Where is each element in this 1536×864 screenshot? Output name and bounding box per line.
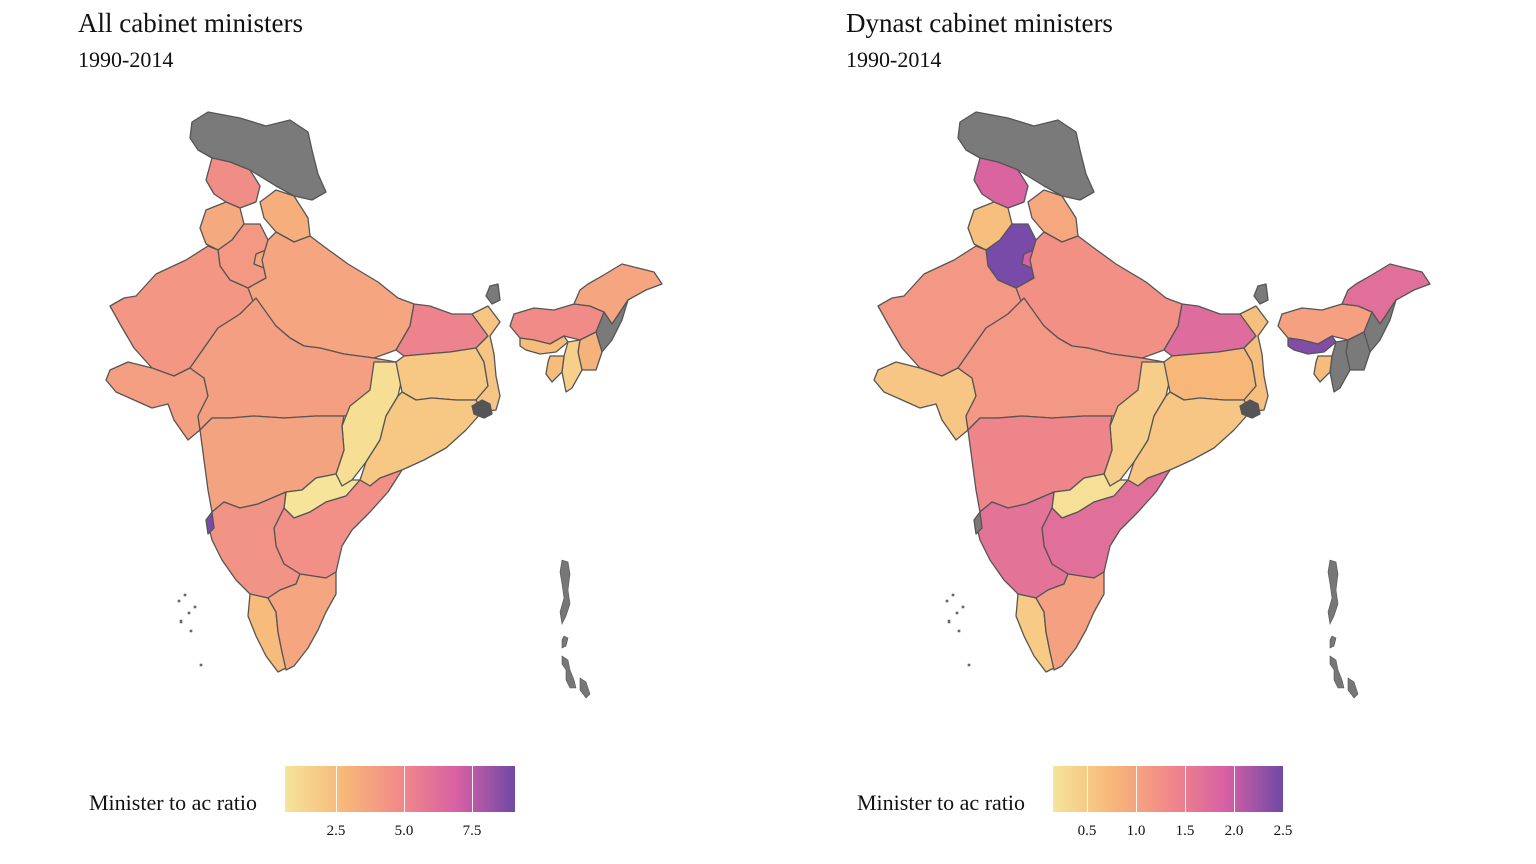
island-1 — [1329, 635, 1337, 649]
legend-tick-label: 1.0 — [1126, 823, 1146, 839]
island-2 — [561, 655, 577, 689]
island-7 — [179, 619, 183, 624]
legend-tick — [1087, 766, 1088, 812]
map-subtitle: 1990-2014 — [846, 47, 942, 72]
island-5 — [177, 599, 181, 603]
region-gj — [105, 361, 209, 441]
region-sund — [1239, 399, 1261, 419]
island-6 — [955, 611, 959, 615]
legend-tick-label: 0.5 — [1077, 823, 1097, 839]
map-title: Dynast cabinet ministers — [846, 8, 1113, 38]
region-goa — [973, 511, 983, 535]
region-jk — [957, 111, 1095, 201]
island-10 — [967, 663, 971, 667]
map-title: All cabinet ministers — [78, 8, 303, 38]
island-10 — [199, 663, 203, 667]
legend-title: Minister to ac ratio — [857, 790, 1026, 815]
island-9 — [957, 629, 961, 633]
island-5 — [945, 599, 949, 603]
legend-tick — [404, 766, 405, 812]
india-choropleth-map — [848, 100, 1468, 720]
region-gj — [873, 361, 977, 441]
region-ka — [207, 491, 301, 599]
region-ml — [1287, 335, 1337, 355]
legend-colorbar — [285, 766, 515, 812]
island-0 — [1327, 559, 1339, 625]
legend-tick — [1234, 766, 1235, 812]
island-3 — [1347, 677, 1359, 699]
legend-tick — [1185, 766, 1186, 812]
panel-all-ministers: All cabinet ministers 1990-2014 Minister… — [78, 8, 700, 839]
legend-tick-label: 1.5 — [1175, 823, 1195, 839]
legend-tick-label: 2.5 — [326, 823, 346, 839]
region-wb — [471, 305, 501, 413]
region-jh — [1163, 347, 1257, 401]
legend-tick-label: 5.0 — [394, 823, 414, 839]
region-jk — [189, 111, 327, 201]
region-tn — [267, 571, 337, 671]
legend-tick — [1136, 766, 1137, 812]
region-mz — [1329, 339, 1351, 393]
island-9 — [189, 629, 193, 633]
region-goa — [205, 511, 215, 535]
region-ka — [975, 491, 1069, 599]
island-4 — [183, 593, 187, 597]
island-7 — [947, 619, 951, 624]
region-hp — [205, 157, 261, 209]
region-jh — [395, 347, 489, 401]
map-subtitle: 1990-2014 — [78, 47, 174, 72]
region-mz — [561, 339, 583, 393]
region-tr — [545, 355, 565, 383]
legend-tick — [472, 766, 473, 812]
india-choropleth-map — [80, 100, 700, 720]
map-svg — [873, 111, 1431, 699]
island-6 — [187, 611, 191, 615]
region-hp — [973, 157, 1029, 209]
island-2 — [1329, 655, 1345, 689]
region-tr — [1313, 355, 1333, 383]
legend-tick-label: 2.0 — [1224, 823, 1244, 839]
island-8 — [193, 605, 197, 609]
legend-tick-label: 2.5 — [1273, 823, 1293, 839]
island-4 — [951, 593, 955, 597]
island-8 — [961, 605, 965, 609]
legend-tick — [336, 766, 337, 812]
map-svg — [105, 111, 663, 699]
panel-dynast-ministers: Dynast cabinet ministers 1990-2014 Minis… — [768, 0, 1536, 864]
legend-title: Minister to ac ratio — [89, 790, 258, 815]
region-tn — [1035, 571, 1105, 671]
island-1 — [561, 635, 569, 649]
region-ml — [519, 335, 569, 355]
region-sk — [1253, 283, 1269, 305]
legend-colorbar — [1053, 766, 1283, 812]
region-sund — [471, 399, 493, 419]
region-wb — [1239, 305, 1269, 413]
legend-gradient — [285, 766, 515, 812]
island-3 — [579, 677, 591, 699]
island-0 — [559, 559, 571, 625]
legend-gradient — [1053, 766, 1283, 812]
region-sk — [485, 283, 501, 305]
legend-tick-label: 7.5 — [462, 823, 482, 839]
